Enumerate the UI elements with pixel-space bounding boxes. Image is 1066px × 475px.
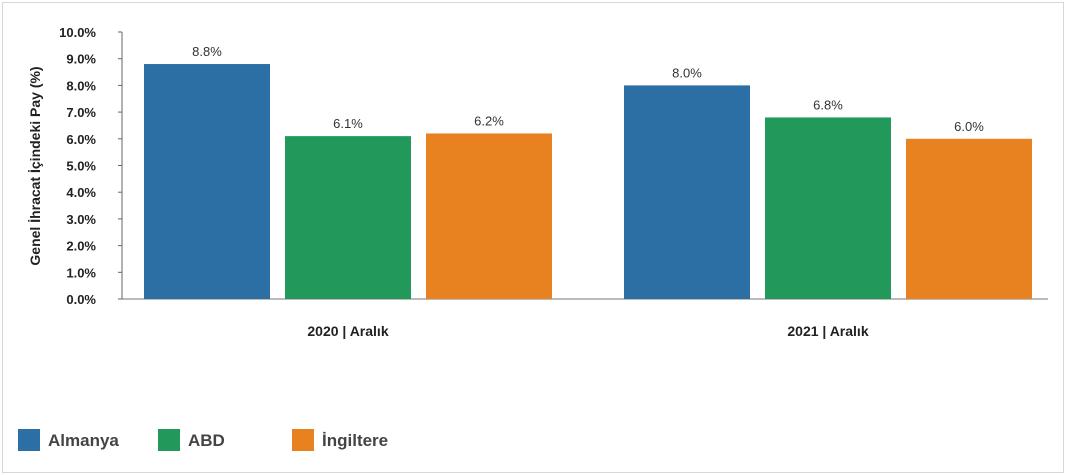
bar-abd-0 — [285, 136, 411, 299]
y-tick-label: 10.0% — [59, 25, 96, 40]
y-axis-title: Genel İhracat İçindeki Pay (%) — [27, 66, 43, 265]
data-label: 6.1% — [333, 116, 363, 131]
bar-almanya-1 — [624, 85, 750, 300]
bar-abd-1 — [765, 117, 891, 299]
legend: Almanya ABD İngiltere — [18, 429, 388, 451]
x-category-label: 2020 | Aralık — [307, 323, 388, 339]
y-tick-label: 9.0% — [66, 52, 96, 67]
bars: 8.8% 6.1% 6.2% 8.0% 6.8% 6.0% — [144, 44, 1032, 300]
y-tick-label: 2.0% — [66, 239, 96, 254]
data-label: 6.8% — [813, 97, 843, 112]
data-label: 8.8% — [192, 44, 222, 59]
y-tick-label: 8.0% — [66, 78, 96, 93]
legend-label: Almanya — [48, 431, 119, 450]
y-axis-ticks: 0.0% 1.0% 2.0% 3.0% 4.0% 5.0% 6.0% 7.0% 8.0% 9.0%… — [59, 25, 122, 307]
data-label: 8.0% — [672, 65, 702, 80]
legend-label: ABD — [188, 431, 225, 450]
data-label: 6.0% — [954, 119, 984, 134]
legend-swatch — [158, 429, 180, 451]
legend-swatch — [292, 429, 314, 451]
legend-label: İngiltere — [322, 431, 388, 450]
legend-swatch — [18, 429, 40, 451]
data-label: 6.2% — [474, 113, 504, 128]
x-category-label: 2021 | Aralık — [787, 323, 868, 339]
y-tick-label: 7.0% — [66, 105, 96, 120]
y-tick-label: 1.0% — [66, 265, 96, 280]
y-tick-label: 4.0% — [66, 185, 96, 200]
y-tick-label: 6.0% — [66, 132, 96, 147]
y-tick-label: 3.0% — [66, 212, 96, 227]
y-tick-label: 0.0% — [66, 292, 96, 307]
y-tick-label: 5.0% — [66, 159, 96, 174]
bar-almanya-0 — [144, 64, 270, 299]
category-labels: 2020 | Aralık 2021 | Aralık — [307, 323, 868, 339]
bar-i̇ngiltere-0 — [426, 133, 552, 299]
bar-i̇ngiltere-1 — [906, 138, 1032, 299]
